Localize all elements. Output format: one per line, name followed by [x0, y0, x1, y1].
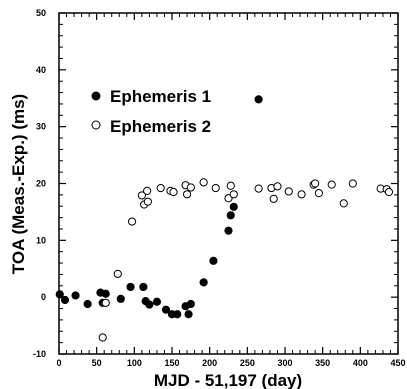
ephemeris-2-point: [311, 179, 320, 188]
ephemeris-2-point: [199, 178, 208, 187]
ephemeris-1-point: [55, 290, 64, 299]
ephemeris-1-point: [186, 299, 195, 309]
legend-label-ephemeris-2: Ephemeris 2: [110, 117, 211, 136]
ephemeris-1-point: [173, 310, 182, 319]
legend-label-ephemeris-1: Ephemeris 1: [110, 87, 211, 106]
ephemeris-1-point: [209, 256, 218, 265]
y-tick-label: 30: [36, 122, 46, 132]
x-tick-label: 250: [240, 358, 255, 368]
x-tick-label: 0: [56, 358, 61, 368]
ephemeris-2-point: [384, 187, 394, 197]
ephemeris-1-point: [126, 282, 135, 292]
ephemeris-1-point: [254, 95, 263, 104]
ephemeris-2-point: [137, 191, 146, 200]
ephemeris-1-point: [184, 310, 193, 319]
ephemeris-2-point: [156, 183, 165, 193]
y-tick-label: 40: [36, 65, 46, 75]
ephemeris-2-point: [98, 333, 107, 342]
ephemeris-2-point: [226, 181, 235, 190]
ephemeris-2-point: [182, 190, 192, 199]
ephemeris-2-point: [269, 194, 278, 203]
x-tick-label: 50: [92, 358, 102, 368]
y-tick-label: 50: [36, 8, 46, 18]
x-tick-label: 100: [127, 358, 142, 368]
ephemeris-1-point: [229, 202, 238, 211]
y-axis-title: TOA (Meas.-Exp.) (ms): [9, 94, 28, 274]
x-tick-label: 300: [277, 358, 292, 368]
y-tick-label: -10: [33, 349, 46, 359]
legend-marker-ephemeris-2: [91, 120, 101, 130]
ephemeris-1-point: [139, 282, 148, 292]
ephemeris-2-point: [143, 186, 152, 195]
ephemeris-2-point: [101, 298, 110, 307]
x-tick-label: 150: [164, 358, 179, 368]
ephemeris-2-point: [113, 269, 122, 278]
x-tick-label: 200: [202, 358, 217, 368]
ephemeris-1-point: [60, 295, 70, 305]
ephemeris-2-point: [186, 183, 195, 192]
ephemeris-2-point: [314, 189, 323, 198]
ephemeris-2-point: [169, 187, 178, 197]
ephemeris-2-point: [284, 187, 293, 196]
ephemeris-2-point: [348, 179, 357, 188]
legend-marker-ephemeris-1: [91, 91, 101, 101]
ephemeris-2-point: [254, 184, 263, 193]
y-tick-label: 20: [36, 179, 46, 189]
ephemeris-1-point: [101, 289, 110, 298]
ephemeris-1-point: [226, 211, 235, 220]
y-tick-label: 10: [36, 235, 46, 245]
ephemeris-1-point: [71, 291, 80, 300]
tick-labels: 0 50 100 150 200 250 300 350 400 450 -10 0 10 20 30 40 5…: [33, 8, 406, 368]
ephemeris-1-point: [224, 226, 233, 235]
x-tick-label: 450: [390, 358, 405, 368]
ephemeris-2-point: [143, 197, 152, 206]
data-points: [55, 95, 394, 342]
ephemeris-2-point: [127, 217, 137, 226]
x-tick-label: 400: [353, 358, 368, 368]
ephemeris-2-point: [229, 190, 238, 199]
ephemeris-1-point: [152, 297, 162, 306]
y-tick-label: 0: [41, 292, 46, 302]
legend: Ephemeris 1 Ephemeris 2: [91, 87, 211, 136]
ephemeris-2-point: [297, 190, 306, 199]
ephemeris-2-point: [211, 183, 220, 193]
ephemeris-1-point: [145, 300, 154, 309]
ephemeris-1-point: [83, 299, 92, 309]
ephemeris-2-point: [273, 182, 282, 191]
ephemeris-1-point: [199, 278, 208, 287]
x-tick-label: 350: [315, 358, 330, 368]
ephemeris-1-point: [161, 305, 171, 314]
ephemeris-2-point: [339, 199, 348, 208]
axis-ticks: [58, 12, 399, 355]
ephemeris-2-point: [327, 180, 336, 189]
ephemeris-1-point: [116, 294, 125, 303]
x-axis-title: MJD - 51,197 (day): [154, 371, 302, 389]
